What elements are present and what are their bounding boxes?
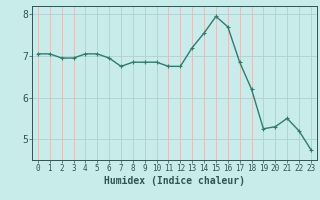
X-axis label: Humidex (Indice chaleur): Humidex (Indice chaleur) bbox=[104, 176, 245, 186]
